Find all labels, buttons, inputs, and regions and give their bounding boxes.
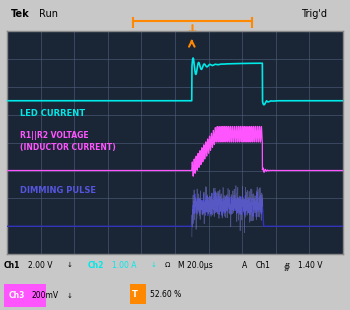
Text: ∯: ∯ [284,261,289,270]
Text: R1||R2 VOLTAGE: R1||R2 VOLTAGE [20,131,89,140]
Text: 52.60 %: 52.60 % [150,290,182,299]
Text: T: T [132,290,138,299]
Text: Ch2: Ch2 [88,261,104,270]
Text: Tek: Tek [10,9,29,19]
Text: 2.00 V: 2.00 V [28,261,52,270]
Text: Run: Run [38,9,57,19]
Text: Ch3: Ch3 [9,291,25,300]
Text: M 20.0µs: M 20.0µs [178,261,213,270]
Text: A: A [241,261,247,270]
Text: ↓: ↓ [66,262,72,268]
Text: DIMMING PULSE: DIMMING PULSE [20,185,97,195]
Text: 200mV: 200mV [32,291,59,300]
Text: Trig'd: Trig'd [301,9,327,19]
FancyBboxPatch shape [4,284,46,307]
Text: ↓: ↓ [66,293,72,299]
FancyBboxPatch shape [130,284,146,304]
Text: Ω: Ω [164,262,170,268]
Text: Ch1: Ch1 [256,261,270,270]
Text: 1.40 V: 1.40 V [298,261,322,270]
Text: LED CURRENT: LED CURRENT [20,109,85,118]
Text: 1.00 A: 1.00 A [112,261,136,270]
Text: ↓: ↓ [150,262,156,268]
Text: Ch1: Ch1 [4,261,20,270]
Text: (INDUCTOR CURRENT): (INDUCTOR CURRENT) [20,143,116,152]
